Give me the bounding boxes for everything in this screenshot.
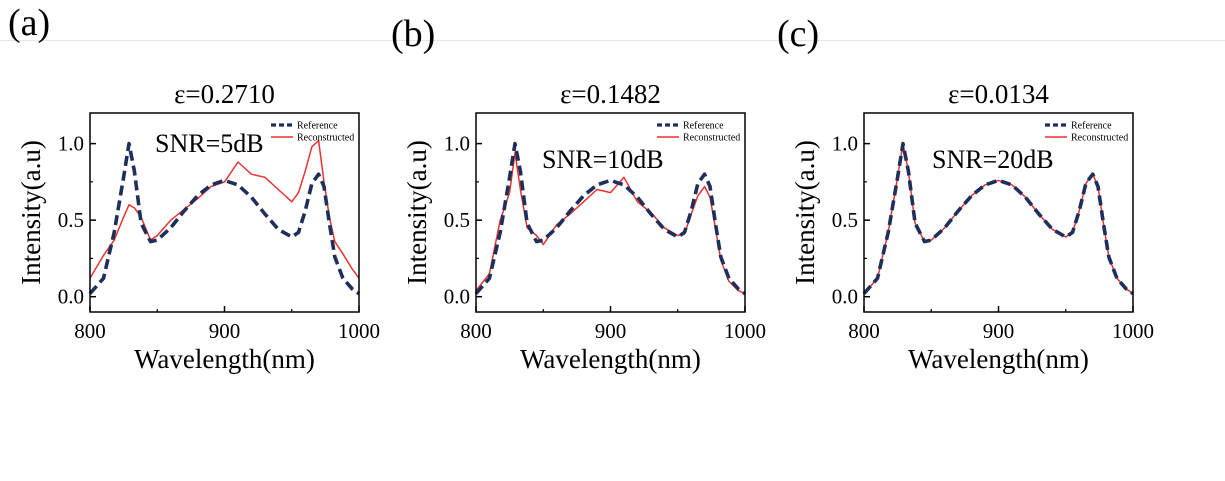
legend-label-reconstructed: Reconstructed	[297, 133, 354, 144]
legend-label-reconstructed: Reconstructed	[683, 133, 740, 144]
y-tick-label: 1.0	[832, 132, 858, 156]
x-axis-label: Wavelength(nm)	[520, 344, 701, 374]
y-axis-label: Intensity(a.u)	[402, 140, 432, 285]
legend-label-reference: Reference	[1071, 121, 1112, 132]
y-axis-label: Intensity(a.u)	[16, 140, 46, 285]
y-tick-label: 0.5	[444, 208, 470, 232]
snr-annotation: SNR=20dB	[932, 145, 1054, 174]
series-line-reference	[474, 141, 747, 296]
x-tick-label: 800	[848, 319, 880, 343]
panel-label: (a)	[8, 2, 50, 44]
x-axis-label: Wavelength(nm)	[134, 344, 315, 374]
x-tick-label: 900	[209, 319, 241, 343]
y-axis-label: Intensity(a.u)	[790, 140, 820, 285]
y-tick-label: 0.5	[832, 208, 858, 232]
y-tick-label: 0.0	[444, 285, 470, 309]
y-tick-label: 1.0	[444, 132, 470, 156]
y-tick-label: 0.0	[58, 285, 84, 309]
x-tick-label: 800	[74, 319, 106, 343]
x-tick-label: 1000	[724, 319, 766, 343]
x-axis-label: Wavelength(nm)	[908, 344, 1089, 374]
snr-annotation: SNR=5dB	[155, 129, 264, 158]
chart-title: ε=0.0134	[948, 79, 1049, 109]
snr-annotation: SNR=10dB	[542, 145, 664, 174]
y-tick-label: 1.0	[58, 132, 84, 156]
series-line-reconstructed	[475, 152, 746, 295]
x-tick-label: 900	[595, 319, 627, 343]
legend-label-reference: Reference	[683, 121, 724, 132]
chart-title: ε=0.1482	[560, 79, 661, 109]
panel-label: (c)	[777, 13, 819, 55]
top-divider-line	[0, 40, 1225, 41]
y-tick-label: 0.5	[58, 208, 84, 232]
x-tick-label: 1000	[1112, 319, 1154, 343]
chart-title: ε=0.2710	[174, 79, 275, 109]
series-line-reconstructed	[89, 139, 360, 279]
legend-label-reconstructed: Reconstructed	[1071, 133, 1128, 144]
series-line-reference	[88, 141, 361, 296]
x-tick-label: 900	[983, 319, 1015, 343]
legend-label-reference: Reference	[297, 121, 338, 132]
x-tick-label: 1000	[338, 319, 380, 343]
panel-label: (b)	[391, 13, 435, 55]
series-line-reference	[862, 141, 1135, 296]
y-tick-label: 0.0	[832, 285, 858, 309]
x-tick-label: 800	[460, 319, 492, 343]
